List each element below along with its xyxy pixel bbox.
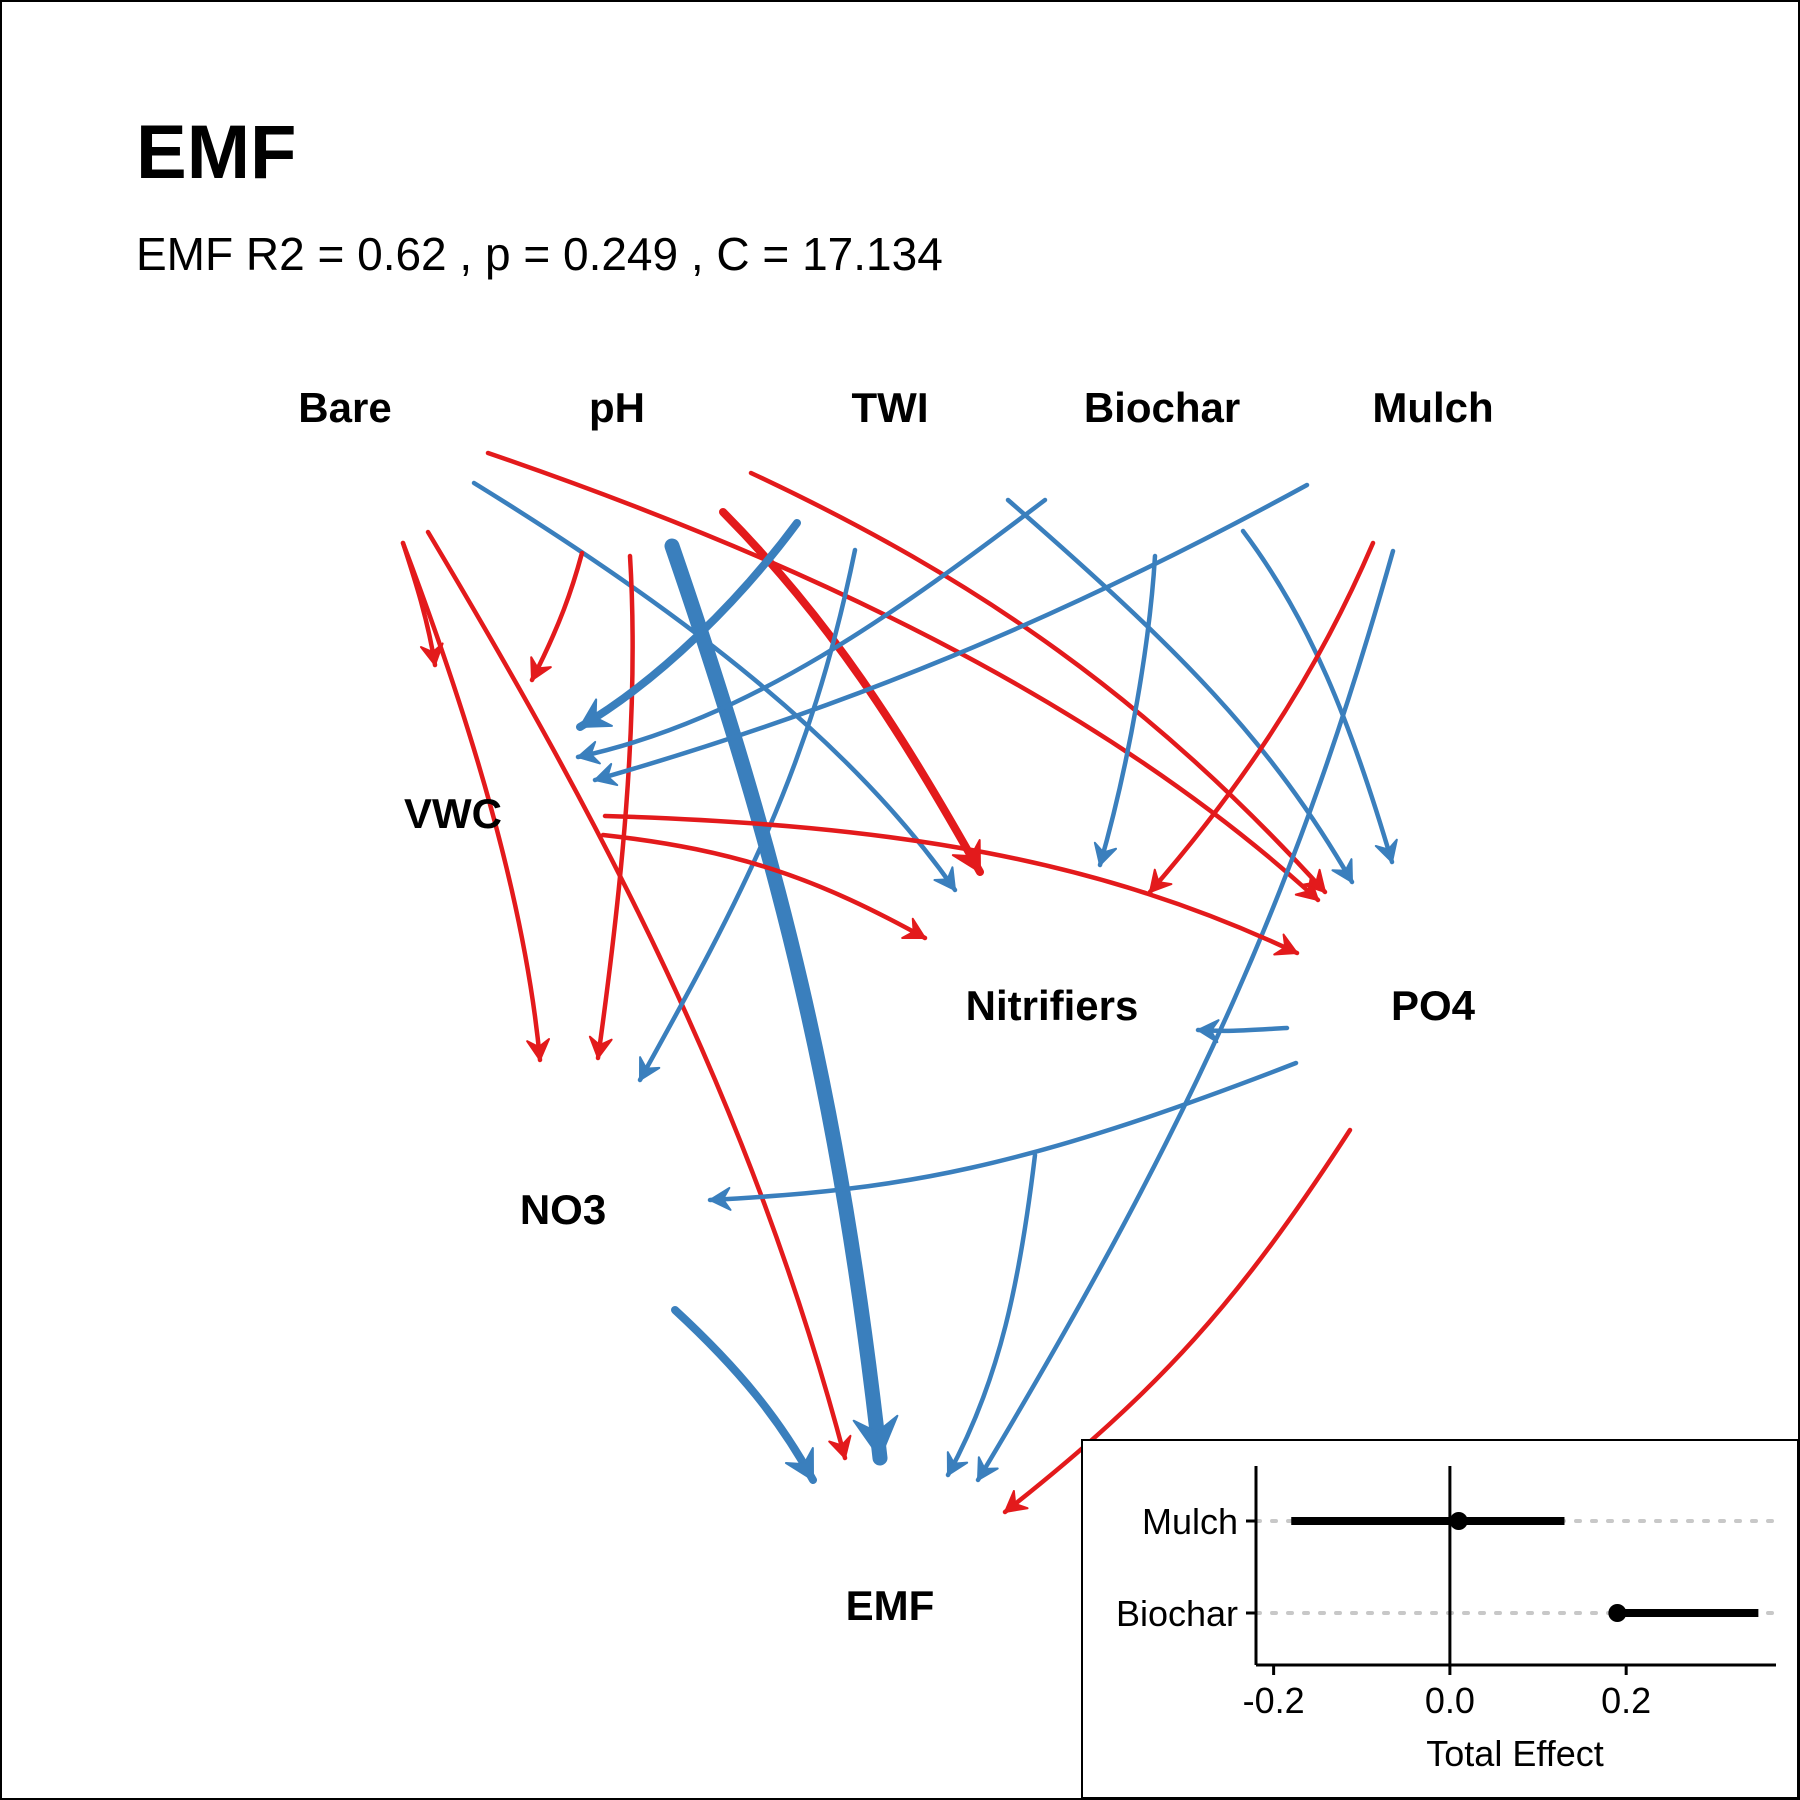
arrow-vwc-to-po4 xyxy=(602,813,1300,956)
arrow-biochar-to-vwc xyxy=(575,497,1048,760)
y-tick-label-biochar: Biochar xyxy=(1116,1593,1238,1634)
node-po4: PO4 xyxy=(1391,982,1476,1029)
x-tick-label: -0.2 xyxy=(1243,1680,1305,1721)
arrow-mulch-to-po4 xyxy=(1240,528,1395,865)
node-no3: NO3 xyxy=(520,1186,606,1233)
point-biochar xyxy=(1608,1604,1627,1622)
arrowhead-twi-to-vwc xyxy=(579,698,613,728)
arrow-mulch-to-emf xyxy=(975,548,1396,1483)
inset-plot-area: -0.2 0.0 0.2 Mulch Biochar xyxy=(1116,1466,1778,1721)
arrow-mulch-to-nitrifiers xyxy=(1147,540,1376,895)
arrowhead-biochar-to-vwc xyxy=(577,740,601,765)
arrowhead-nitrifiers-to-emf xyxy=(946,1451,969,1476)
arrowhead-po4-to-nitrifiers xyxy=(1197,1019,1220,1044)
arrowhead-no3-to-emf xyxy=(784,1447,814,1481)
arrow-mulch-to-vwc xyxy=(592,482,1310,783)
arrowhead-ph-to-vwc xyxy=(530,656,552,681)
x-tick-label: 0.2 xyxy=(1601,1680,1651,1721)
point-mulch xyxy=(1449,1512,1468,1530)
arrow-bare-to-no3 xyxy=(400,540,543,1063)
arrow-bare-to-emf xyxy=(425,529,848,1461)
arrowhead-twi-to-no3 xyxy=(639,1056,661,1081)
arrowhead-mulch-to-vwc xyxy=(594,762,619,787)
arrow-ph-to-nitrifiers xyxy=(719,508,984,876)
arrowhead-vwc-to-nitrifiers xyxy=(901,917,926,940)
arrowhead-biochar-to-po4 xyxy=(1331,858,1353,883)
node-mulch: Mulch xyxy=(1372,384,1493,431)
arrowhead-po4-to-emf xyxy=(1004,1489,1029,1513)
path-arrows xyxy=(400,450,1398,1515)
node-twi: TWI xyxy=(852,384,929,431)
total-effect-inset: -0.2 0.0 0.2 Mulch Biochar Total Effect xyxy=(1081,1439,1799,1799)
node-nitrifiers: Nitrifiers xyxy=(966,982,1139,1029)
arrowhead-biochar-to-nitrifiers xyxy=(1093,841,1118,866)
arrow-biochar-to-po4 xyxy=(1005,497,1355,885)
arrow-bare-to-nitrifiers xyxy=(471,480,958,893)
arrow-vwc-to-nitrifiers xyxy=(600,832,928,941)
node-labels: Bare pH TWI Biochar Mulch VWC Nitrifiers… xyxy=(298,384,1493,1629)
arrow-twi-to-vwc xyxy=(576,519,801,731)
figure-subtitle: EMF R2 = 0.62 , p = 0.249 , C = 17.134 xyxy=(136,228,943,280)
arrow-ph-to-emf xyxy=(664,538,888,1466)
arrow-biochar-to-nitrifiers xyxy=(1097,553,1158,868)
arrowhead-mulch-to-nitrifiers xyxy=(1149,868,1173,893)
arrow-bare-to-po4 xyxy=(485,450,1321,903)
arrow-ph-to-no3 xyxy=(595,553,635,1061)
arrow-twi-to-po4 xyxy=(748,470,1328,895)
arrowhead-ph-to-no3 xyxy=(588,1035,613,1059)
arrow-ph-to-vwc xyxy=(529,550,585,683)
figure-title: EMF xyxy=(136,110,296,195)
arrowhead-vwc-to-po4 xyxy=(1273,933,1298,956)
inset-x-axis-label: Total Effect xyxy=(1426,1733,1603,1774)
arrowhead-mulch-to-po4 xyxy=(1374,838,1398,863)
node-emf: EMF xyxy=(846,1582,935,1629)
node-ph: pH xyxy=(589,384,645,431)
y-tick-label-mulch: Mulch xyxy=(1142,1501,1238,1542)
arrow-no3-to-emf xyxy=(671,1306,817,1484)
node-vwc: VWC xyxy=(404,790,502,837)
arrowhead-bare-to-nitrifiers xyxy=(933,866,956,891)
arrowhead-bare-to-no3 xyxy=(526,1038,551,1061)
arrow-po4-to-no3 xyxy=(707,1060,1299,1203)
arrowhead-twi-to-po4 xyxy=(1302,868,1326,893)
node-bare: Bare xyxy=(298,384,391,431)
arrow-po4-to-emf xyxy=(1002,1127,1353,1515)
arrow-twi-to-no3 xyxy=(637,547,858,1083)
node-biochar: Biochar xyxy=(1084,384,1240,431)
arrowhead-ph-to-emf xyxy=(852,1414,899,1459)
arrowhead-bare-to-emf xyxy=(828,1434,852,1459)
arrowhead-po4-to-no3 xyxy=(709,1186,732,1211)
arrow-nitrifiers-to-emf xyxy=(945,1152,1038,1478)
inset-panel xyxy=(1081,1439,1799,1799)
x-tick-label: 0.0 xyxy=(1425,1680,1475,1721)
arrowhead-mulch-to-emf xyxy=(977,1456,999,1481)
